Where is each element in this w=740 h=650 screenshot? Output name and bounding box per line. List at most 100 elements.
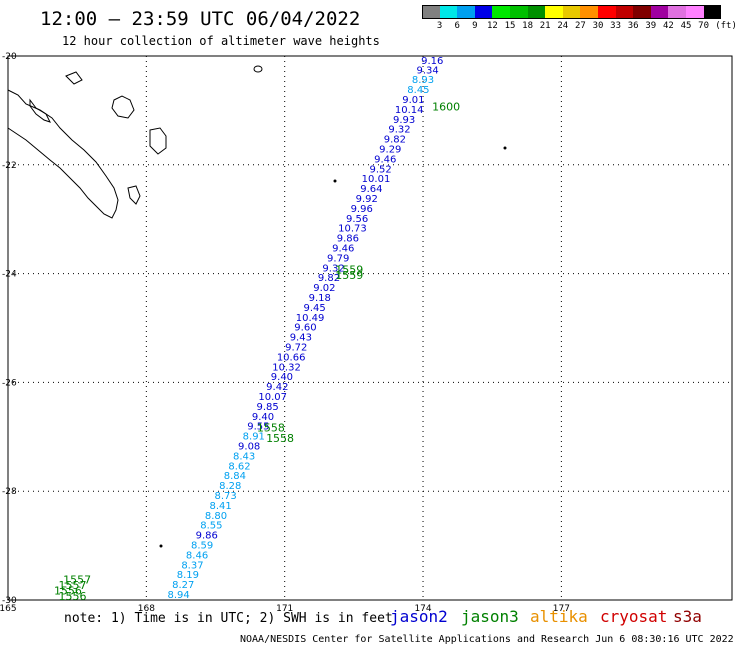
scale-swatch [686, 5, 704, 19]
swh-label: 8.45 [407, 85, 429, 96]
swh-label: 9.55 [247, 422, 269, 433]
swh-label: 8.41 [209, 501, 231, 512]
time-label: 1558 [266, 432, 294, 445]
swh-label: 8.55 [200, 521, 222, 532]
y-tick-label: -30 [2, 596, 17, 606]
scale-label: 15 [504, 21, 516, 31]
scale-label: 21 [539, 21, 551, 31]
scale-swatch [439, 5, 458, 19]
x-tick-label: 171 [276, 604, 293, 614]
sat-s3a-label: s3a [673, 607, 702, 626]
sat-cryosat-label: cryosat [600, 607, 668, 626]
scale-swatch [668, 5, 686, 19]
time-label: 1557 [63, 574, 91, 587]
scale-swatch [633, 5, 651, 19]
coastline-mare [149, 127, 167, 155]
scale-label: 18 [522, 21, 534, 31]
scale-swatch [615, 5, 634, 19]
time-label: 1600 [432, 100, 460, 113]
swh-label: 9.34 [417, 65, 439, 76]
page-title: 12:00 – 23:59 UTC 06/04/2022 [40, 8, 361, 30]
scale-label: 39 [645, 21, 657, 31]
swh-label: 10.49 [296, 313, 325, 324]
swh-label: 8.43 [233, 452, 255, 463]
swh-label: 9.42 [266, 382, 288, 393]
sat-jason3-label: jason3 [461, 607, 519, 626]
swh-label: 9.46 [374, 155, 396, 166]
time-label: 1556 [59, 590, 87, 603]
swh-label: 9.85 [256, 402, 278, 413]
coastline-islet [253, 65, 263, 73]
swh-label: 9.43 [290, 333, 312, 344]
swh-label: 8.94 [167, 590, 189, 601]
swh-label: 8.27 [172, 580, 194, 591]
coastline-islet [65, 71, 83, 85]
y-tick-label: -22 [2, 161, 17, 171]
coastline-new-caledonia [7, 89, 119, 219]
swh-label: 9.56 [346, 214, 368, 225]
time-label: 1556 [54, 585, 82, 598]
swh-label: 9.72 [285, 342, 307, 353]
time-label: 1557 [59, 579, 87, 592]
scale-swatch [457, 5, 475, 19]
scale-label: 6 [454, 21, 460, 31]
scale-label: 45 [680, 21, 692, 31]
swh-label: 10.01 [362, 174, 391, 185]
scale-swatch [492, 5, 510, 19]
scale-label: 27 [574, 21, 586, 31]
scale-unit: (ft) [715, 21, 737, 31]
page-subtitle: 12 hour collection of altimeter wave hei… [62, 34, 380, 48]
x-tick-label: 168 [138, 604, 155, 614]
y-tick-label: -24 [2, 270, 17, 280]
coastline-islet [159, 544, 163, 548]
swh-label: 9.16 [421, 56, 443, 67]
scale-swatch [474, 5, 493, 19]
swh-label: 9.82 [318, 273, 340, 284]
swh-label: 9.18 [309, 293, 331, 304]
swh-label: 8.93 [412, 75, 434, 86]
scale-swatch [650, 5, 669, 19]
x-tick-label: 165 [0, 604, 17, 614]
swh-label: 9.32 [388, 125, 410, 136]
scale-swatch [510, 5, 528, 19]
footer-note: note: 1) Time is in UTC; 2) SWH is in fe… [64, 611, 393, 626]
swh-label: 9.64 [360, 184, 382, 195]
swh-label: 9.29 [379, 144, 401, 155]
footer-credit: NOAA/NESDIS Center for Satellite Applica… [240, 634, 734, 645]
swh-label: 9.96 [351, 204, 373, 215]
scale-label: 3 [436, 21, 443, 31]
swh-label: 9.86 [337, 234, 359, 245]
sat-jason2-label: jason2 [390, 607, 448, 626]
scale-label: 9 [472, 21, 478, 31]
swh-label: 9.46 [332, 243, 354, 254]
scale-swatch [422, 5, 440, 19]
time-label: 1559 [335, 269, 363, 282]
swh-label: 8.28 [219, 481, 241, 492]
coastline-islet [503, 146, 507, 150]
x-tick-label: 177 [553, 604, 570, 614]
coastline-ouvea [127, 185, 141, 205]
scale-swatch [545, 5, 563, 19]
sat-altika-label: altika [530, 607, 588, 626]
swh-label: 8.59 [191, 540, 213, 551]
swh-label: 10.73 [338, 224, 367, 235]
swh-label: 8.19 [177, 570, 199, 581]
time-label: 1558 [257, 421, 285, 434]
swh-label: 9.82 [384, 134, 406, 145]
x-tick-label: 174 [414, 604, 431, 614]
coastline-islet [29, 98, 51, 123]
scale-label: 42 [662, 21, 674, 31]
swh-label: 9.40 [271, 372, 293, 383]
swh-label: 10.32 [272, 362, 301, 373]
swh-label: 8.84 [224, 471, 246, 482]
swh-label: 9.32 [322, 263, 344, 274]
swh-label: 10.14 [395, 105, 424, 116]
swh-label: 9.92 [356, 194, 378, 205]
y-tick-label: -20 [2, 52, 17, 62]
scale-frame [422, 5, 722, 19]
swh-label: 9.93 [393, 115, 415, 126]
swh-label: 8.37 [181, 560, 203, 571]
swh-label: 9.02 [313, 283, 335, 294]
